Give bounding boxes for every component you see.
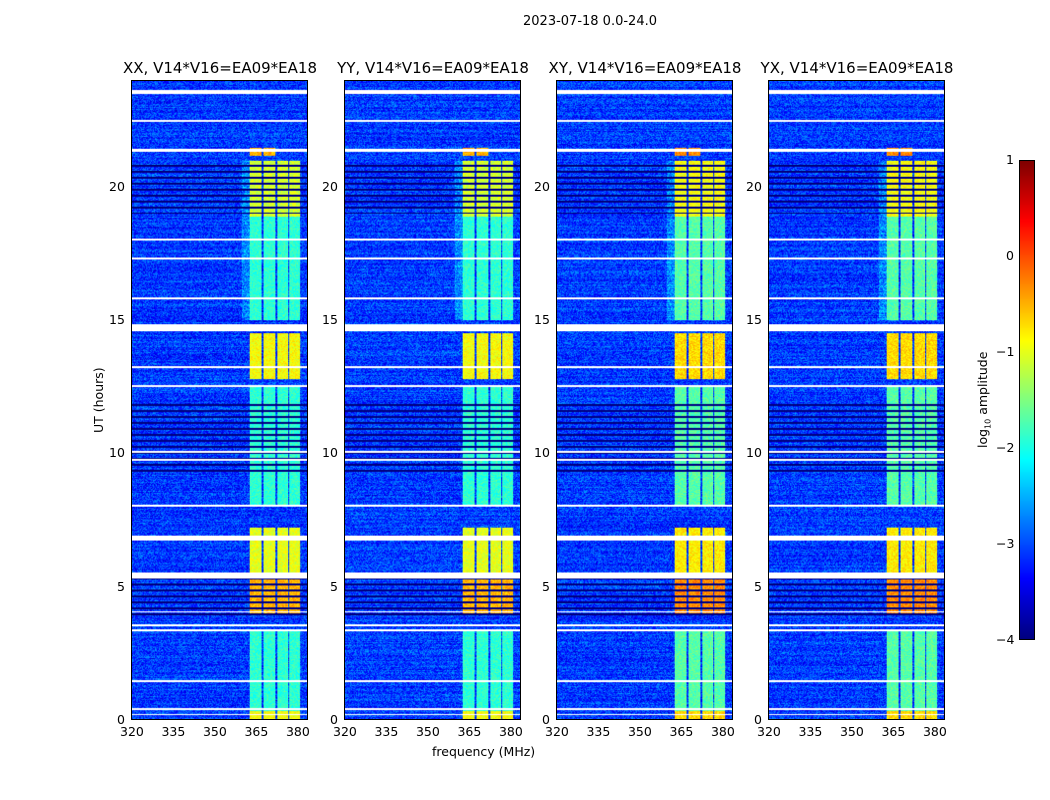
- x-tick-label: 335: [798, 724, 823, 739]
- x-tick-label: 320: [757, 724, 781, 739]
- y-tick-label: 0: [117, 712, 125, 727]
- y-tick-label: 10: [534, 445, 550, 461]
- y-tick-label: 20: [534, 178, 550, 194]
- y-tick-label: 15: [746, 312, 762, 327]
- heatmap-image: [345, 81, 520, 719]
- x-tick-label: 350: [839, 724, 864, 739]
- x-tick-label: 335: [374, 724, 399, 739]
- x-tick-label: 335: [161, 724, 186, 739]
- colorbar-tick-label: −3: [996, 536, 1015, 551]
- heatmap-image: [132, 81, 307, 719]
- y-tick-label: 10: [746, 445, 762, 461]
- x-axis-label: frequency (MHz): [432, 744, 536, 759]
- y-tick-label: 5: [117, 578, 125, 594]
- y-tick-label: 20: [322, 178, 338, 194]
- y-tick-label: 15: [534, 312, 550, 327]
- y-tick-label: 0: [330, 712, 338, 727]
- y-axis-label: UT (hours): [91, 367, 106, 433]
- y-tick-label: 5: [754, 578, 762, 594]
- colorbar-tick-label: −1: [996, 344, 1015, 359]
- y-tick-label: 5: [542, 578, 550, 594]
- x-tick-label: 380: [922, 724, 947, 739]
- colorbar-label: log10 amplitude: [975, 351, 993, 448]
- heatmap-panel: [556, 80, 733, 720]
- x-tick-label: 365: [669, 724, 694, 739]
- heatmap-panel: [131, 80, 308, 720]
- panel-title: XX, V14*V16=EA09*EA18: [122, 59, 317, 77]
- x-tick-label: 350: [627, 724, 652, 739]
- colorbar-tick-label: −2: [996, 440, 1015, 455]
- x-tick-label: 365: [457, 724, 482, 739]
- x-tick-label: 320: [120, 724, 144, 739]
- y-tick-label: 15: [109, 312, 125, 327]
- y-tick-label: 5: [330, 578, 338, 594]
- x-tick-label: 380: [285, 724, 310, 739]
- y-tick-label: 20: [109, 178, 125, 194]
- figure-title: 2023-07-18 0.0-24.0: [523, 14, 657, 29]
- heatmap-panel: [768, 80, 945, 720]
- panel-title: YX, V14*V16=EA09*EA18: [760, 59, 954, 77]
- colorbar: [1019, 160, 1035, 640]
- heatmap-panel: [344, 80, 521, 720]
- heatmap-image: [769, 81, 944, 719]
- colorbar-tick-label: 1: [1006, 152, 1014, 167]
- panel-title: YY, V14*V16=EA09*EA18: [337, 59, 529, 77]
- y-tick-label: 10: [109, 445, 125, 461]
- x-tick-label: 335: [586, 724, 611, 739]
- y-tick-label: 0: [754, 712, 762, 727]
- heatmap-image: [557, 81, 732, 719]
- x-tick-label: 350: [202, 724, 227, 739]
- y-tick-label: 0: [542, 712, 550, 727]
- colorbar-tick-label: 0: [1006, 248, 1014, 263]
- y-tick-label: 20: [746, 178, 762, 194]
- x-tick-label: 380: [710, 724, 735, 739]
- colorbar-tick-label: −4: [996, 632, 1015, 647]
- x-tick-label: 380: [498, 724, 523, 739]
- x-tick-label: 365: [881, 724, 906, 739]
- y-tick-label: 10: [322, 445, 338, 461]
- x-tick-label: 365: [244, 724, 269, 739]
- y-tick-label: 15: [322, 312, 338, 327]
- x-tick-label: 320: [545, 724, 569, 739]
- panel-title: XY, V14*V16=EA09*EA18: [548, 59, 742, 77]
- x-tick-label: 350: [415, 724, 440, 739]
- x-tick-label: 320: [333, 724, 357, 739]
